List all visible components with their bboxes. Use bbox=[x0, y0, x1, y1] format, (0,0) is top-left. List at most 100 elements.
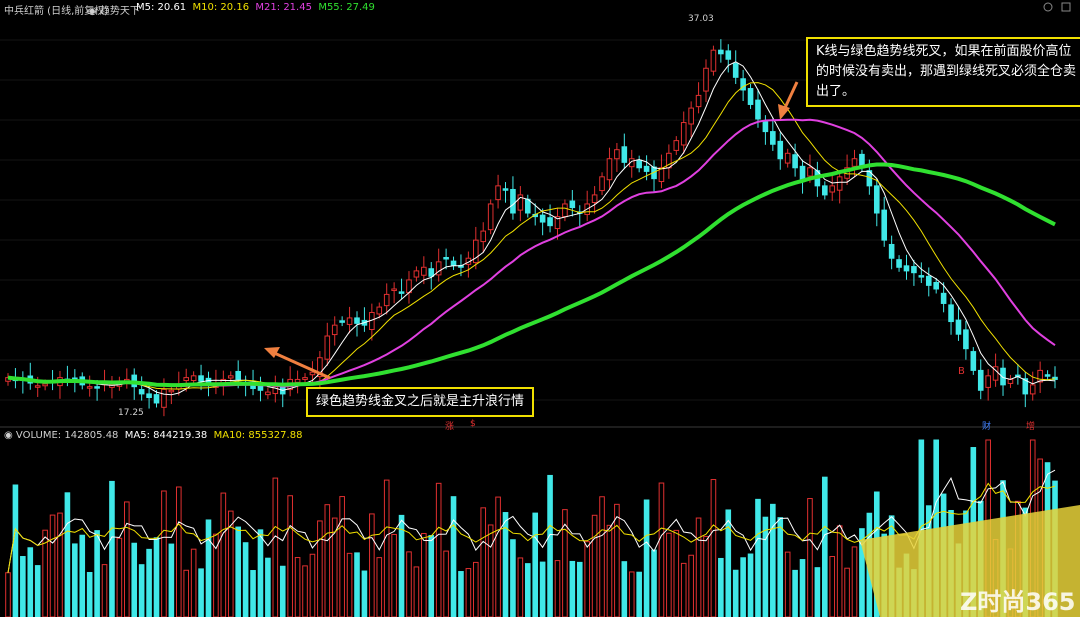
candle-body bbox=[888, 243, 895, 259]
candle-body bbox=[265, 391, 271, 396]
candle-body bbox=[562, 203, 568, 218]
volume-bar bbox=[487, 524, 494, 617]
volume-ma10: MA10: 855327.88 bbox=[213, 430, 303, 441]
volume-bar bbox=[79, 534, 86, 617]
volume-bar bbox=[606, 524, 613, 617]
volume-ma5: MA5: 844219.38 bbox=[124, 430, 208, 441]
candle-body bbox=[331, 324, 338, 336]
volume-bar bbox=[250, 570, 256, 617]
volume-bar bbox=[554, 560, 561, 617]
candle-body bbox=[473, 239, 479, 264]
volume-bar bbox=[27, 547, 34, 617]
volume-bar bbox=[777, 517, 784, 617]
high-price-label: 37.03 bbox=[688, 14, 714, 24]
volume-bar bbox=[443, 550, 449, 617]
volume-bar bbox=[532, 512, 539, 617]
volume-bar bbox=[747, 553, 754, 617]
candle-body bbox=[109, 384, 115, 388]
volume-bar bbox=[718, 557, 724, 617]
volume-bar bbox=[131, 542, 138, 617]
volume-bar bbox=[287, 495, 293, 617]
volume-bar bbox=[755, 498, 761, 617]
volume-bar bbox=[688, 554, 694, 617]
candle-body bbox=[822, 185, 828, 196]
marker-dollar: $ bbox=[470, 419, 476, 429]
candle-body bbox=[1044, 374, 1051, 377]
volume-bar bbox=[20, 556, 26, 617]
candle-body bbox=[903, 265, 910, 272]
volume-bar bbox=[643, 499, 650, 617]
candle-body bbox=[658, 167, 665, 183]
volume-bar bbox=[822, 476, 828, 617]
candle-body bbox=[970, 351, 977, 371]
volume-bar bbox=[265, 557, 271, 617]
candle-body bbox=[925, 275, 932, 286]
candle-body bbox=[673, 140, 680, 151]
candle-body bbox=[829, 185, 836, 193]
volume-bar bbox=[666, 532, 672, 617]
volume-bar bbox=[695, 517, 702, 617]
volume-bar bbox=[161, 490, 167, 617]
candle-body bbox=[235, 370, 241, 380]
volume-bar bbox=[272, 477, 279, 617]
golden-cross-arrow bbox=[271, 350, 331, 380]
volume-bar bbox=[636, 571, 642, 617]
candle-body bbox=[450, 260, 457, 266]
candle-body bbox=[383, 293, 390, 307]
watermark-background bbox=[860, 505, 1080, 617]
volume-bar bbox=[213, 533, 219, 617]
volume-bar bbox=[116, 537, 123, 617]
volume-bar bbox=[190, 548, 197, 617]
candle-body bbox=[302, 377, 308, 380]
ma-legend: M5: 20.61 M10: 20.16 M21: 21.45 M55: 27.… bbox=[136, 2, 375, 13]
candle-body bbox=[636, 159, 642, 169]
volume-bar bbox=[710, 479, 717, 617]
candle-body bbox=[918, 275, 925, 278]
candle-body bbox=[688, 107, 694, 125]
volume-title: VOLUME: 142805.48 bbox=[15, 430, 119, 441]
candle-body bbox=[1000, 367, 1006, 386]
candle-body bbox=[42, 383, 48, 387]
low-price-label: 17.25 bbox=[118, 408, 144, 418]
ma21-label: M21: 21.45 bbox=[255, 2, 312, 13]
volume-bar bbox=[784, 551, 791, 617]
volume-bar bbox=[339, 496, 345, 617]
volume-bar bbox=[770, 503, 776, 617]
volume-icon: ◉ bbox=[4, 430, 13, 441]
settings-icon[interactable] bbox=[1043, 2, 1053, 12]
volume-bar bbox=[57, 512, 63, 617]
volume-bar bbox=[361, 570, 368, 617]
candle-body bbox=[1022, 378, 1029, 395]
candle-body bbox=[740, 78, 746, 91]
candle-body bbox=[911, 266, 917, 274]
volume-bar bbox=[562, 509, 568, 617]
volume-bar bbox=[851, 546, 858, 617]
volume-bar bbox=[450, 496, 457, 617]
volume-bar bbox=[109, 480, 115, 617]
candle-body bbox=[896, 259, 902, 268]
volume-bar bbox=[376, 557, 383, 617]
candle-body bbox=[86, 386, 93, 389]
candle-body bbox=[317, 357, 323, 378]
volume-bar bbox=[435, 482, 442, 617]
volume-bar bbox=[94, 530, 100, 617]
volume-bar bbox=[413, 566, 420, 617]
annotation-bottom: 绿色趋势线金叉之后就是主升浪行情 bbox=[306, 387, 535, 417]
candle-body bbox=[732, 63, 739, 78]
candle-body bbox=[554, 216, 561, 230]
candle-body bbox=[257, 385, 264, 391]
candle-body bbox=[948, 304, 954, 323]
candle-body bbox=[146, 393, 152, 399]
volume-bar bbox=[465, 568, 472, 617]
volume-bar bbox=[740, 557, 746, 617]
candle-body bbox=[703, 67, 709, 92]
candle-body bbox=[324, 335, 331, 360]
candle-body bbox=[569, 200, 576, 209]
volume-bar bbox=[124, 501, 130, 617]
candle-body bbox=[1037, 369, 1043, 383]
volume-bar bbox=[235, 526, 241, 617]
marker-zeng: 增 bbox=[1026, 422, 1036, 432]
volume-bar bbox=[807, 498, 813, 617]
maximize-icon[interactable] bbox=[1061, 2, 1071, 12]
volume-bar bbox=[205, 519, 212, 617]
